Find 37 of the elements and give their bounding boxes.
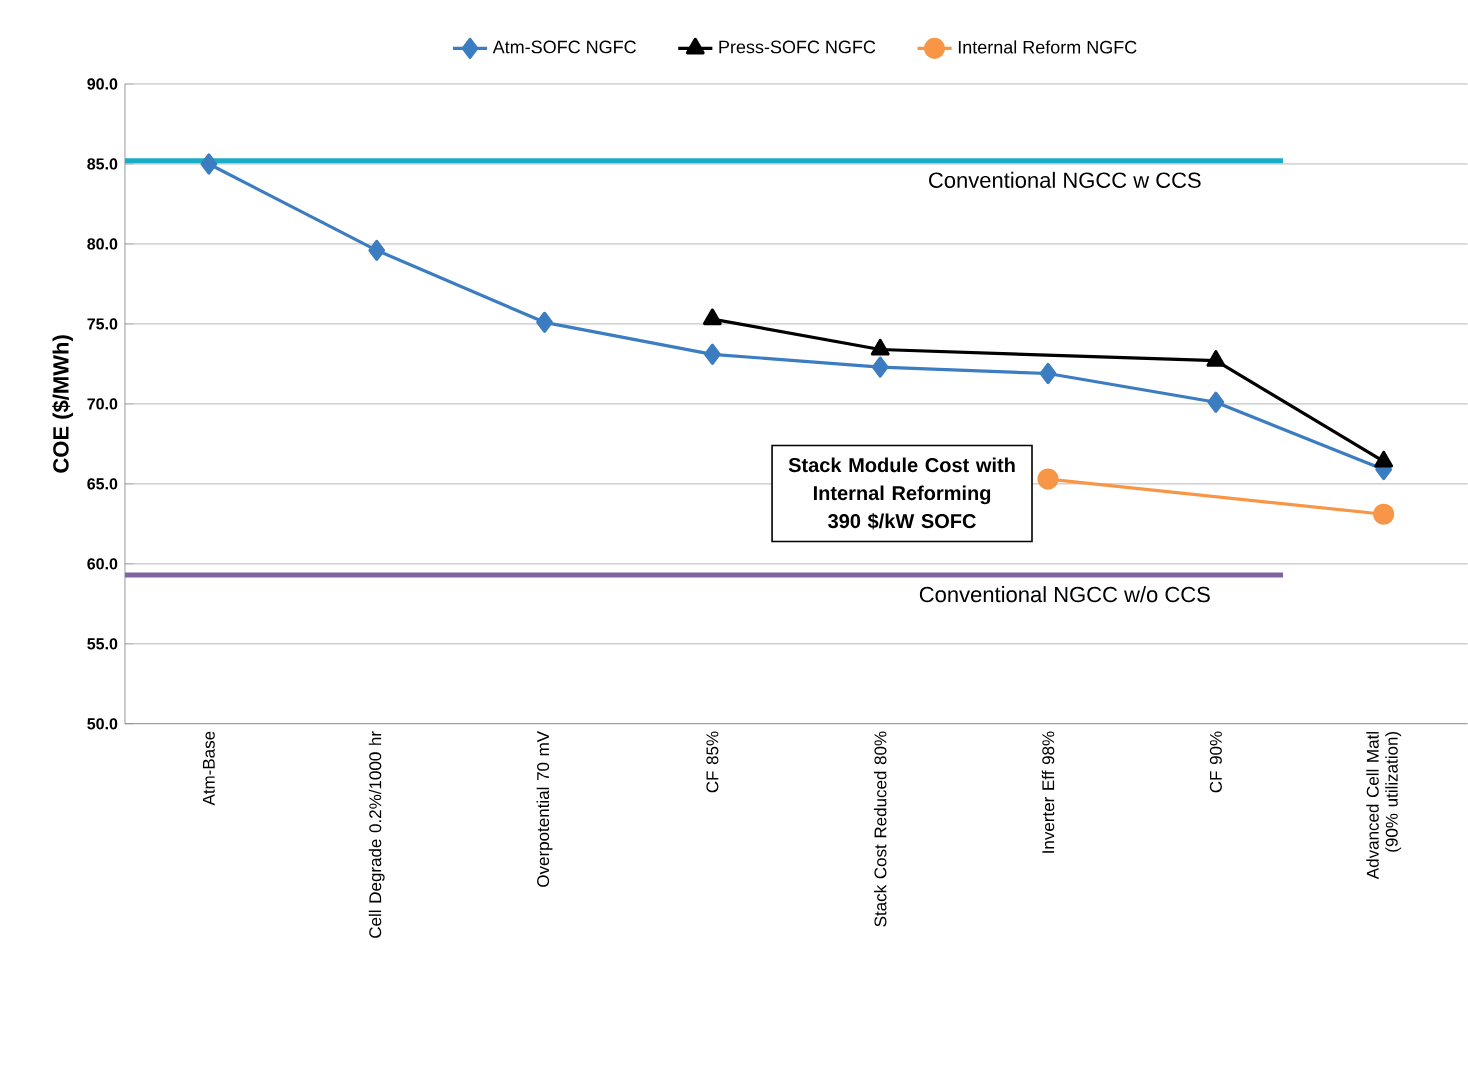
x-tick-label: Cell Degrade 0.2%/1000 hr bbox=[368, 731, 385, 938]
x-tick-label: Advanced Cell Matl (90% utilization) bbox=[1366, 732, 1402, 880]
point bbox=[870, 339, 890, 356]
point bbox=[1206, 350, 1226, 367]
x-tick-label: CF 85% bbox=[706, 731, 719, 793]
x-tick-label: Atm-Base bbox=[202, 731, 215, 806]
legend-label: Internal Reform NGFC bbox=[958, 40, 1137, 54]
y-tick-label: 85.0 bbox=[87, 158, 118, 170]
point bbox=[200, 153, 218, 175]
ref-line-label: Conventional NGCC w CCS bbox=[929, 171, 1201, 189]
x-tick-label: Overpotential 70 mV bbox=[536, 731, 553, 888]
y-tick-label: 65.0 bbox=[87, 478, 118, 490]
point bbox=[702, 308, 722, 326]
x-tick-label: Inverter Eff 98% bbox=[1041, 731, 1055, 853]
y-tick-label: 70.0 bbox=[87, 398, 118, 410]
y-axis-title: COE ($/MWh) bbox=[52, 335, 74, 473]
y-tick-label: 60.0 bbox=[87, 558, 118, 570]
point bbox=[704, 343, 721, 366]
legend-label: Press-SOFC NGFC bbox=[719, 40, 876, 54]
y-tick-label: 90.0 bbox=[87, 78, 118, 90]
legend-label: Atm-SOFC NGFC bbox=[492, 40, 636, 54]
x-tick-label: Stack Cost Reduced 80% bbox=[873, 731, 887, 927]
point bbox=[1373, 503, 1395, 525]
y-tick-label: 80.0 bbox=[87, 238, 118, 250]
point bbox=[1037, 468, 1059, 490]
point bbox=[871, 356, 889, 378]
point bbox=[1039, 363, 1057, 385]
y-tick-label: 75.0 bbox=[87, 318, 118, 330]
annotation: Stack Module Cost with Internal Reforming 390 $/kW SOFC bbox=[788, 457, 1015, 530]
point bbox=[1374, 451, 1394, 468]
point bbox=[368, 239, 386, 262]
x-tick-label: CF 90% bbox=[1209, 731, 1222, 793]
y-tick-label: 50.0 bbox=[87, 718, 118, 730]
point bbox=[1207, 391, 1225, 414]
y-tick-label: 55.0 bbox=[87, 638, 118, 650]
ref-line-label: Conventional NGCC w/o CCS bbox=[919, 586, 1210, 603]
point bbox=[536, 311, 553, 334]
